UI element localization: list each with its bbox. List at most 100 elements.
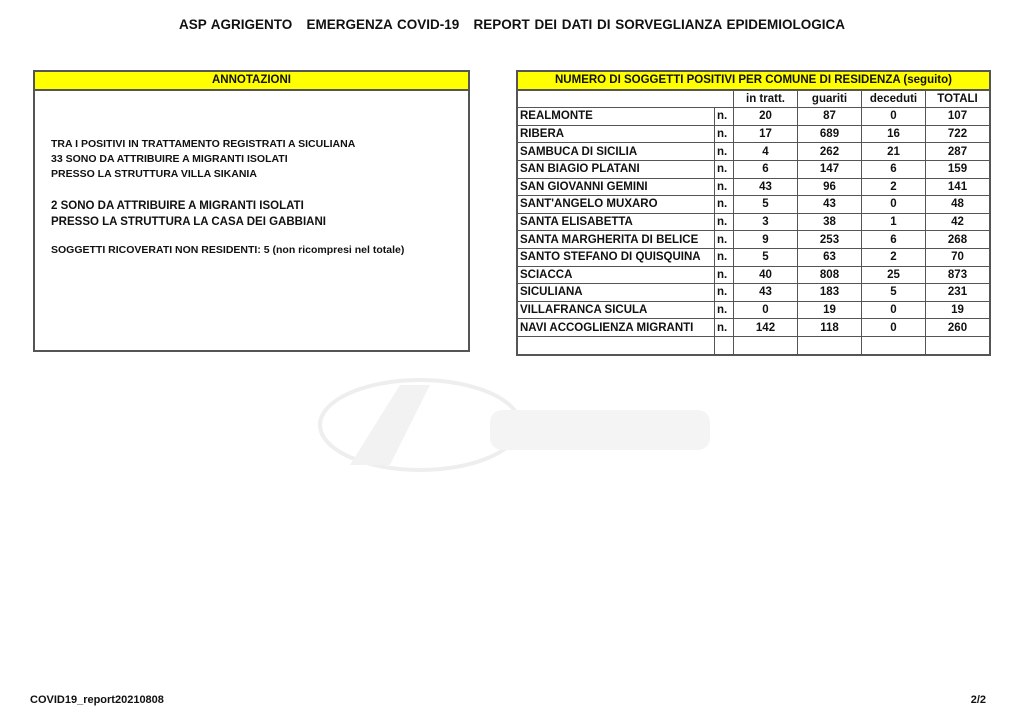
- cell-guariti: 689: [797, 124, 862, 144]
- annotations-box: ANNOTAZIONI TRA I POSITIVI IN TRATTAMENT…: [33, 70, 470, 352]
- empty-cell: [516, 335, 715, 356]
- unit-label: n.: [714, 212, 734, 232]
- cell-in-tratt: 142: [733, 318, 798, 337]
- table-row: SCIACCA n. 40 808 25 873: [516, 265, 991, 285]
- table-row: SAN BIAGIO PLATANI n. 6 147 6 159: [516, 159, 991, 179]
- cell-totali: 287: [925, 142, 991, 161]
- unit-label: n.: [714, 142, 734, 161]
- watermark-logo: [318, 378, 710, 472]
- table-row: SICULIANA n. 43 183 5 231: [516, 283, 991, 302]
- cell-deceduti: 0: [861, 195, 926, 214]
- cell-totali: 268: [925, 230, 991, 249]
- cell-in-tratt: 9: [733, 230, 798, 249]
- annotation-paragraph-1: TRA I POSITIVI IN TRATTAMENTO REGISTRATI…: [51, 137, 468, 182]
- unit-label: n.: [714, 124, 734, 144]
- table-row: REALMONTE n. 20 87 0 107: [516, 107, 991, 126]
- annotation-line: PRESSO LA STRUTTURA LA CASA DEI GABBIANI: [51, 216, 326, 228]
- cell-guariti: 63: [797, 247, 862, 267]
- page-title: ASP AGRIGENTO EMERGENZA COVID-19 REPORT …: [178, 17, 846, 32]
- table-row: SAN GIOVANNI GEMINI n. 43 96 2 141: [516, 177, 991, 197]
- municipality-name: SICULIANA: [516, 283, 715, 302]
- municipality-name: SANTA MARGHERITA DI BELICE: [516, 230, 715, 249]
- cell-totali: 42: [925, 212, 991, 232]
- cell-deceduti: 0: [861, 107, 926, 126]
- unit-label: n.: [714, 247, 734, 267]
- cell-deceduti: 1: [861, 212, 926, 232]
- cell-in-tratt: 3: [733, 212, 798, 232]
- municipality-name: REALMONTE: [516, 107, 715, 126]
- empty-row: [516, 335, 991, 356]
- annotation-line: 33 SONO DA ATTRIBUIRE A MIGRANTI ISOLATI: [51, 153, 288, 165]
- municipality-name: SAMBUCA DI SICILIA: [516, 142, 715, 161]
- unit-label: n.: [714, 159, 734, 179]
- empty-cell: [733, 335, 798, 356]
- table-row: SANTA MARGHERITA DI BELICE n. 9 253 6 268: [516, 230, 991, 249]
- unit-label: n.: [714, 230, 734, 249]
- municipality-name: SANTO STEFANO DI QUISQUINA: [516, 247, 715, 267]
- cell-guariti: 87: [797, 107, 862, 126]
- cell-totali: 70: [925, 247, 991, 267]
- cell-in-tratt: 0: [733, 300, 798, 320]
- annotation-paragraph-2: 2 SONO DA ATTRIBUIRE A MIGRANTI ISOLATI …: [51, 198, 468, 230]
- municipality-name: RIBERA: [516, 124, 715, 144]
- table-row: SANT'ANGELO MUXARO n. 5 43 0 48: [516, 195, 991, 214]
- cell-deceduti: 21: [861, 142, 926, 161]
- column-header-totali: TOTALI: [925, 89, 991, 109]
- table-row: NAVI ACCOGLIENZA MIGRANTI n. 142 118 0 260: [516, 318, 991, 337]
- cell-in-tratt: 40: [733, 265, 798, 285]
- cell-guariti: 253: [797, 230, 862, 249]
- unit-label: n.: [714, 177, 734, 197]
- column-header-row: in tratt. guariti deceduti TOTALI: [516, 89, 991, 109]
- cell-deceduti: 2: [861, 177, 926, 197]
- unit-label: n.: [714, 195, 734, 214]
- table-row: SANTA ELISABETTA n. 3 38 1 42: [516, 212, 991, 232]
- municipality-name: VILLAFRANCA SICULA: [516, 300, 715, 320]
- municipality-name: SANT'ANGELO MUXARO: [516, 195, 715, 214]
- cell-guariti: 183: [797, 283, 862, 302]
- cell-in-tratt: 20: [733, 107, 798, 126]
- cell-totali: 722: [925, 124, 991, 144]
- cell-deceduti: 5: [861, 283, 926, 302]
- cell-totali: 107: [925, 107, 991, 126]
- cell-guariti: 38: [797, 212, 862, 232]
- cell-in-tratt: 5: [733, 195, 798, 214]
- cell-in-tratt: 43: [733, 177, 798, 197]
- cell-totali: 141: [925, 177, 991, 197]
- table-row: SAMBUCA DI SICILIA n. 4 262 21 287: [516, 142, 991, 161]
- unit-label: n.: [714, 318, 734, 337]
- footer-page-number: 2/2: [970, 694, 986, 706]
- municipality-name: SANTA ELISABETTA: [516, 212, 715, 232]
- cell-guariti: 19: [797, 300, 862, 320]
- column-header-guariti: guariti: [797, 89, 862, 109]
- annotation-paragraph-3: SOGGETTI RICOVERATI NON RESIDENTI: 5 (no…: [51, 244, 405, 256]
- cell-deceduti: 6: [861, 159, 926, 179]
- cell-guariti: 96: [797, 177, 862, 197]
- footer-doc-name: COVID19_report20210808: [30, 694, 164, 706]
- cell-totali: 873: [925, 265, 991, 285]
- cell-deceduti: 6: [861, 230, 926, 249]
- table-row: VILLAFRANCA SICULA n. 0 19 0 19: [516, 300, 991, 320]
- cell-totali: 159: [925, 159, 991, 179]
- cell-totali: 19: [925, 300, 991, 320]
- cell-deceduti: 0: [861, 300, 926, 320]
- cell-guariti: 147: [797, 159, 862, 179]
- unit-label: n.: [714, 107, 734, 126]
- annotation-line: PRESSO LA STRUTTURA VILLA SIKANIA: [51, 168, 257, 180]
- cell-guariti: 262: [797, 142, 862, 161]
- cell-totali: 48: [925, 195, 991, 214]
- positives-by-municipality-table: NUMERO DI SOGGETTI POSITIVI PER COMUNE D…: [516, 70, 991, 356]
- cell-totali: 231: [925, 283, 991, 302]
- annotation-line: 2 SONO DA ATTRIBUIRE A MIGRANTI ISOLATI: [51, 200, 304, 212]
- unit-label: n.: [714, 265, 734, 285]
- column-header-in-tratt: in tratt.: [733, 89, 798, 109]
- column-header-deceduti: deceduti: [861, 89, 926, 109]
- cell-in-tratt: 17: [733, 124, 798, 144]
- unit-label: n.: [714, 283, 734, 302]
- municipality-name: NAVI ACCOGLIENZA MIGRANTI: [516, 318, 715, 337]
- table-title: NUMERO DI SOGGETTI POSITIVI PER COMUNE D…: [516, 70, 991, 91]
- cell-totali: 260: [925, 318, 991, 337]
- empty-cell: [714, 335, 734, 356]
- cell-in-tratt: 43: [733, 283, 798, 302]
- column-header-empty: [516, 89, 734, 109]
- cell-in-tratt: 5: [733, 247, 798, 267]
